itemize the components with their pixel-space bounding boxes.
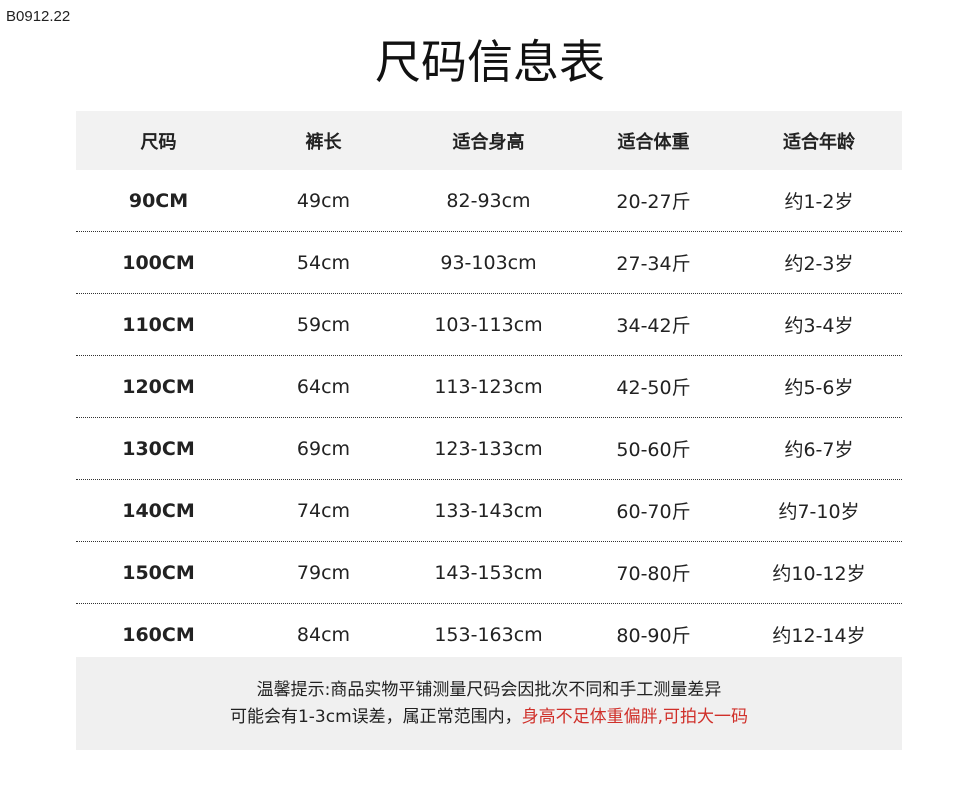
table-row: 150CM 79cm 143-153cm 70-80斤 约10-12岁 [76, 542, 902, 604]
notice: 温馨提示:商品实物平铺测量尺码会因批次不同和手工测量差异 可能会有1-3cm误差… [76, 657, 902, 750]
cell-height: 82-93cm [446, 189, 531, 212]
cell-pants-length: 59cm [296, 313, 351, 336]
cell-weight: 70-80斤 [616, 563, 691, 585]
cell-height: 123-133cm [434, 437, 543, 460]
cell-height: 93-103cm [440, 251, 537, 274]
cell-pants-length: 64cm [296, 375, 351, 398]
notice-line-2: 可能会有1-3cm误差，属正常范围内，身高不足体重偏胖,可拍大一码 [76, 704, 902, 731]
cell-pants-length: 49cm [296, 189, 351, 212]
cell-pants-length: 79cm [296, 561, 351, 584]
product-code: B0912.22 [6, 8, 71, 25]
cell-weight: 60-70斤 [616, 501, 691, 523]
table-row: 90CM 49cm 82-93cm 20-27斤 约1-2岁 [76, 170, 902, 232]
cell-height: 143-153cm [434, 561, 543, 584]
cell-height: 113-123cm [434, 375, 543, 398]
cell-height: 133-143cm [434, 499, 543, 522]
header-weight: 适合体重 [617, 131, 690, 153]
cell-weight: 50-60斤 [616, 439, 691, 461]
notice-line-1: 温馨提示:商品实物平铺测量尺码会因批次不同和手工测量差异 [256, 680, 722, 700]
cell-size: 100CM [122, 251, 195, 274]
cell-pants-length: 84cm [296, 623, 351, 646]
header-pants-length: 裤长 [305, 131, 342, 153]
cell-size: 120CM [122, 375, 195, 398]
cell-age: 约6-7岁 [784, 439, 854, 461]
size-table: 尺码 裤长 适合身高 适合体重 适合年龄 90CM 49cm 82-93cm 20-2… [76, 111, 902, 665]
cell-weight: 27-34斤 [616, 253, 691, 275]
cell-size: 90CM [128, 189, 189, 212]
cell-age: 约5-6岁 [784, 377, 854, 399]
cell-weight: 20-27斤 [616, 191, 691, 213]
table-header: 尺码 裤长 适合身高 适合体重 适合年龄 [76, 111, 902, 170]
page-title: 尺码信息表 [375, 35, 605, 89]
cell-height: 103-113cm [434, 313, 543, 336]
cell-age: 约3-4岁 [784, 315, 854, 337]
table-row: 140CM 74cm 133-143cm 60-70斤 约7-10岁 [76, 480, 902, 542]
notice-highlight: 身高不足体重偏胖,可拍大一码 [521, 707, 749, 727]
header-size: 尺码 [140, 131, 177, 153]
cell-age: 约7-10岁 [778, 501, 860, 523]
cell-size: 130CM [122, 437, 195, 460]
cell-pants-length: 54cm [296, 251, 351, 274]
table-row: 120CM 64cm 113-123cm 42-50斤 约5-6岁 [76, 356, 902, 418]
notice-text: 可能会有1-3cm误差，属正常范围内， [229, 707, 522, 727]
cell-weight: 34-42斤 [616, 315, 691, 337]
cell-age: 约2-3岁 [784, 253, 854, 275]
cell-size: 110CM [122, 313, 195, 336]
cell-weight: 80-90斤 [616, 625, 691, 647]
cell-weight: 42-50斤 [616, 377, 691, 399]
cell-pants-length: 74cm [296, 499, 351, 522]
cell-size: 150CM [122, 561, 195, 584]
cell-age: 约12-14岁 [772, 625, 866, 647]
cell-age: 约10-12岁 [772, 563, 866, 585]
cell-size: 160CM [122, 623, 195, 646]
header-age: 适合年龄 [783, 131, 855, 153]
cell-pants-length: 69cm [296, 437, 351, 460]
cell-size: 140CM [122, 499, 195, 522]
cell-height: 153-163cm [434, 623, 543, 646]
table-row: 110CM 59cm 103-113cm 34-42斤 约3-4岁 [76, 294, 902, 356]
table-row: 130CM 69cm 123-133cm 50-60斤 约6-7岁 [76, 418, 902, 480]
cell-age: 约1-2岁 [784, 191, 854, 213]
header-height: 适合身高 [452, 131, 525, 153]
table-row: 160CM 84cm 153-163cm 80-90斤 约12-14岁 [76, 604, 902, 665]
table-row: 100CM 54cm 93-103cm 27-34斤 约2-3岁 [76, 232, 902, 294]
